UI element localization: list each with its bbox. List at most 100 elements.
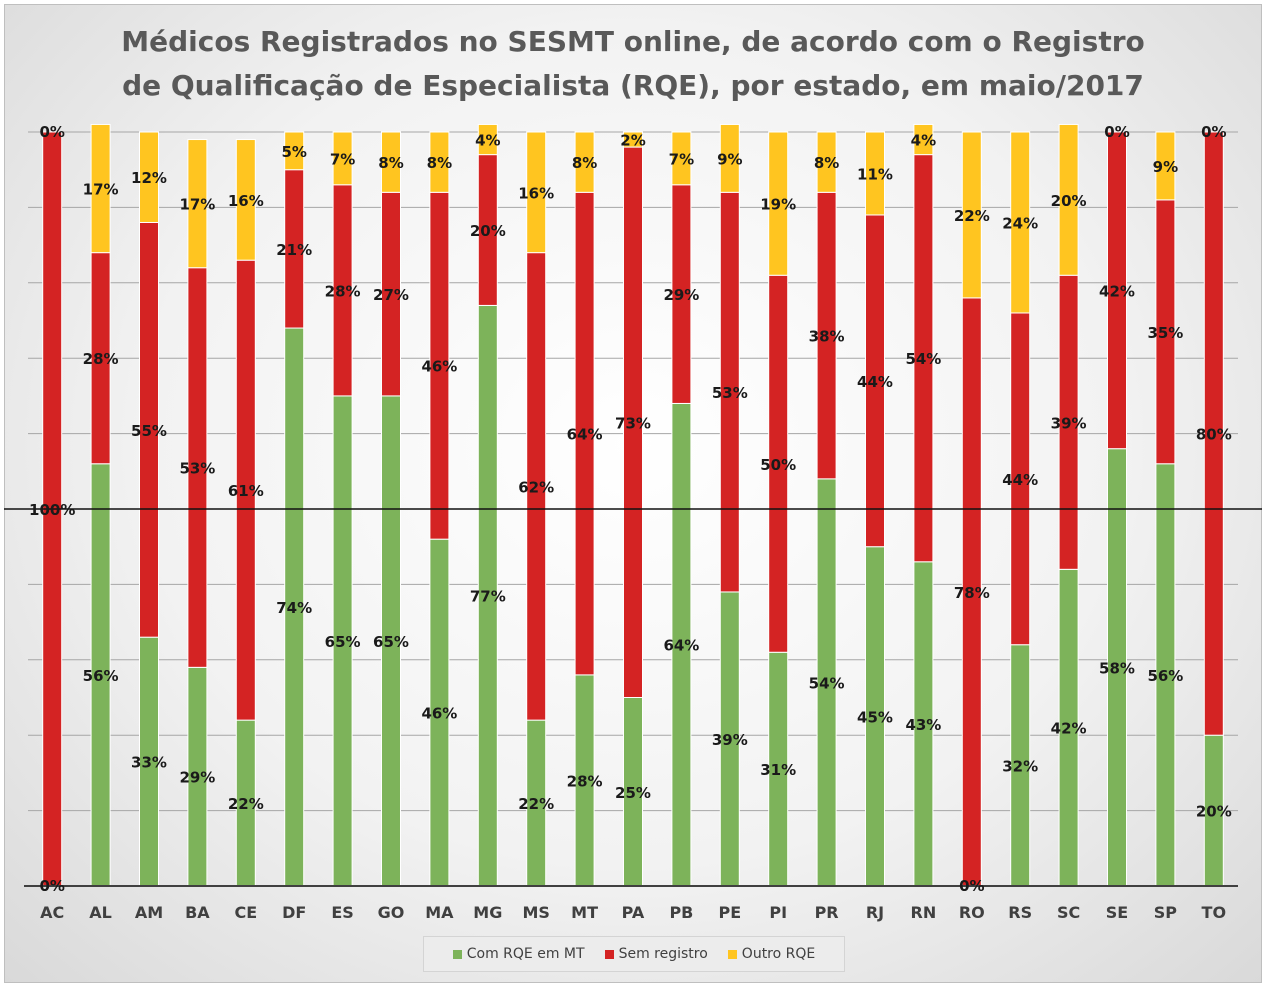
data-label: 42% (1099, 282, 1135, 300)
data-label: 32% (1002, 757, 1038, 775)
category-label: AM (135, 903, 163, 922)
data-label: 39% (1051, 414, 1087, 432)
data-label: 80% (1196, 426, 1232, 444)
category-label: PR (815, 903, 839, 922)
data-label: 28% (83, 350, 119, 368)
data-label: 78% (954, 584, 990, 602)
bar-segment (574, 131, 595, 193)
data-label: 12% (131, 169, 167, 187)
bar-segment (381, 131, 401, 193)
chart-title-line-2: de Qualificação de Especialista (RQE), p… (122, 69, 1144, 102)
data-label: 22% (954, 207, 990, 225)
category-label: MS (522, 903, 549, 922)
bar-segment (816, 131, 837, 193)
data-label: 46% (421, 705, 457, 723)
bar-segment (1107, 131, 1127, 450)
data-label: 8% (572, 154, 597, 172)
data-label: 61% (228, 482, 264, 500)
category-label: MT (571, 903, 598, 922)
category-label: TO (1202, 903, 1227, 922)
data-label: 0% (1104, 123, 1129, 141)
bar-segment (671, 131, 692, 186)
chart-title-line-1: Médicos Registrados no SESMT online, de … (121, 25, 1145, 58)
data-label: 2% (620, 132, 645, 150)
bar-segment (913, 123, 934, 156)
bar-segment (1058, 123, 1079, 276)
data-label: 55% (131, 422, 167, 440)
chart-legend: Com RQE em MT Sem registro Outro RQE (423, 936, 845, 972)
data-label: 58% (1099, 659, 1135, 677)
data-label: 25% (615, 784, 651, 802)
category-label: DF (282, 903, 306, 922)
data-label: 8% (814, 154, 839, 172)
data-label: 7% (330, 150, 355, 168)
data-label: 38% (809, 328, 845, 346)
data-label: 54% (905, 350, 941, 368)
category-label: MA (425, 903, 454, 922)
data-label: 20% (1196, 803, 1232, 821)
data-label: 24% (1002, 214, 1038, 232)
data-label: 42% (1051, 720, 1087, 738)
legend-label-outro-rqe: Outro RQE (741, 946, 816, 962)
data-label: 27% (373, 286, 409, 304)
bar-segment (1203, 131, 1224, 736)
data-label: 64% (663, 637, 699, 655)
data-label: 64% (567, 426, 603, 444)
data-label: 11% (857, 165, 893, 183)
category-label: SC (1057, 903, 1080, 922)
category-label: RS (1008, 903, 1032, 922)
data-label: 33% (131, 754, 167, 772)
legend-swatch-red (604, 949, 614, 959)
data-label: 8% (378, 154, 403, 172)
bar-segment (284, 131, 305, 171)
category-label: AC (40, 903, 64, 922)
category-label: CE (234, 903, 257, 922)
legend-swatch-green (452, 949, 462, 959)
data-label: 65% (373, 633, 409, 651)
data-label: 5% (281, 143, 306, 161)
bar-segment (235, 139, 256, 261)
data-label: 0% (1201, 123, 1226, 141)
data-label: 56% (83, 667, 119, 685)
data-label: 19% (760, 196, 796, 214)
chart-title: Médicos Registrados no SESMT online, de … (0, 20, 1266, 108)
category-label: RO (959, 903, 985, 922)
data-label: 22% (228, 795, 264, 813)
data-label: 20% (470, 222, 506, 240)
data-label: 50% (760, 456, 796, 474)
data-label: 0% (39, 123, 64, 141)
legend-item-sem-registro: Sem registro (604, 946, 708, 962)
data-label: 62% (518, 478, 554, 496)
category-label: BA (185, 903, 210, 922)
data-label: 29% (179, 769, 215, 787)
data-label: 54% (809, 674, 845, 692)
bar-segment (139, 131, 159, 223)
data-label: 44% (857, 373, 893, 391)
bar-segment (187, 139, 208, 269)
legend-item-com-rqe: Com RQE em MT (452, 946, 585, 962)
bar-segment (623, 131, 643, 148)
category-label: PE (718, 903, 741, 922)
data-label: 53% (179, 460, 215, 478)
data-label: 29% (663, 286, 699, 304)
data-label: 0% (959, 877, 984, 895)
data-label: 74% (276, 599, 312, 617)
bar-segment (865, 131, 885, 216)
data-label: 4% (911, 132, 936, 150)
data-label: 39% (712, 731, 748, 749)
legend-item-outro-rqe: Outro RQE (727, 946, 816, 962)
data-label: 16% (228, 192, 264, 210)
category-label: RN (911, 903, 937, 922)
data-label: 22% (518, 795, 554, 813)
bar-segment (961, 131, 982, 299)
category-label: PI (769, 903, 787, 922)
category-label: GO (378, 903, 405, 922)
data-label: 100% (29, 501, 75, 519)
data-label: 35% (1147, 324, 1183, 342)
data-label: 31% (760, 761, 796, 779)
data-label: 7% (669, 150, 694, 168)
bar-segment (332, 131, 353, 186)
data-label: 28% (567, 772, 603, 790)
data-label: 20% (1051, 192, 1087, 210)
data-label: 4% (475, 132, 500, 150)
